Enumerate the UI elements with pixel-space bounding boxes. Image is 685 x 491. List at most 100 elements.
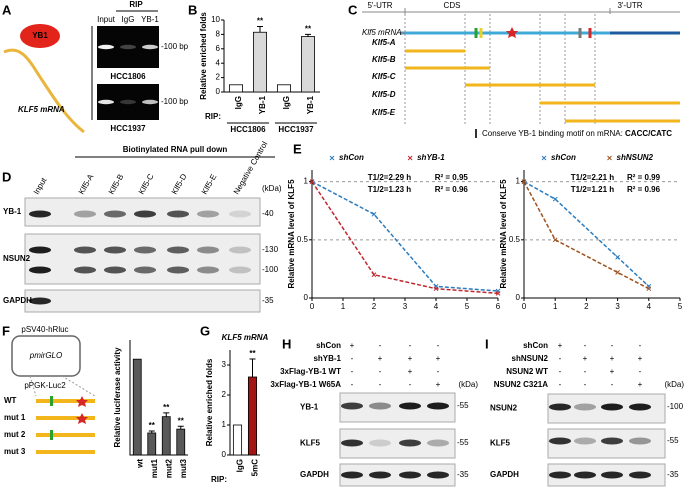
construct-label: WT [4,396,17,405]
condition-sign: + [610,354,615,363]
blot [24,289,261,313]
x-tick-label: 2 [584,302,589,311]
blot-band [167,266,189,274]
x-prefix: RIP: [211,475,227,484]
condition-label: shCon [523,341,548,350]
fit-line [311,180,499,292]
blot-band [369,471,391,479]
y-tick-label: 1 [304,177,309,186]
condition-sign: - [559,354,562,363]
fragment-label: Klf5-A [372,38,396,47]
header: RIP [129,0,143,9]
blot-band [29,210,51,218]
blot [24,233,261,285]
blot-band [629,471,651,479]
x-tick-label: 0 [522,302,527,311]
y-tick-label: 6 [216,44,221,53]
x-tick-label: 0 [310,302,315,311]
y-axis-label: Relative enriched folds [199,12,208,100]
condition-label: 3xFlag-YB-1 WT [280,367,341,376]
bar [276,84,291,93]
y-tick-label: 0 [216,87,221,96]
condition-sign: - [584,380,587,389]
condition-sign: + [378,354,383,363]
x-tick-label: mut3 [179,458,188,478]
x-tick-label: 3 [615,302,620,311]
blot-label: YB-1 [3,207,22,216]
blot-band [574,471,596,479]
blot-band [197,246,219,254]
error-bar [148,430,155,433]
header: Biotinylated RNA pull down [123,145,228,154]
condition-sign: - [584,367,587,376]
y-tick-label: 0 [222,450,227,459]
x-tick-label: YB-1 [258,95,267,114]
condition-sign: - [584,341,587,350]
blot-label: YB-1 [300,403,319,412]
x-tick-label: 5 [465,302,470,311]
x-tick-label: 5mC [251,459,260,477]
gel-band [142,99,158,105]
vector: pmirGLO [29,351,62,360]
lane-label: Input [97,15,116,24]
x-tick-label: wt [135,459,144,469]
lane-label: YB-1 [141,15,159,24]
x-tick-label: 6 [496,302,501,311]
protein-label: YB1 [32,31,48,40]
motif-star [506,27,518,38]
bar [247,376,258,456]
region-label: CDS [444,1,461,10]
size-marker: -40 [262,209,274,218]
blot-band [341,439,363,447]
y-tick-label: 2 [216,73,221,82]
blot-band [341,402,363,410]
annotation: R² = 0.96 [435,185,469,194]
condition-sign: + [408,354,413,363]
error-bar [249,358,256,377]
y-tick-label: 0.5 [297,235,309,244]
motif [588,28,592,38]
motif-star [76,396,88,407]
condition-sign: + [436,380,441,389]
error-bar [177,425,184,430]
bar [132,358,142,456]
legend-label: shCon [551,153,576,162]
gel-band [120,44,136,50]
condition-sign: - [437,367,440,376]
blot-band [29,297,51,305]
motif [479,28,483,38]
blot-label: GAPDH [300,470,329,479]
legend-label: shNSUN2 [617,153,654,162]
rna-label: KLF5 mRNA [18,105,65,114]
blot-band [399,439,421,447]
lane-label: Input [32,175,49,196]
significance: ** [249,349,256,358]
blot-band [629,437,651,445]
condition-sign: + [638,380,643,389]
condition-sign: + [436,354,441,363]
y-tick-label: 1 [516,177,521,186]
y-tick-label: 4 [216,58,221,67]
blot [339,463,456,487]
legend-icon [475,129,477,138]
condition-sign: - [559,380,562,389]
motif [474,28,478,38]
size-marker: -55 [457,438,469,447]
condition-label: NSUN2 WT [506,367,548,376]
y-tick-label: 8 [216,30,221,39]
condition-sign: - [559,367,562,376]
construct-label: mut 2 [4,430,26,439]
x-tick-label: IgG [236,459,245,472]
x-tick-label: 2 [372,302,377,311]
x-tick-label: 4 [434,302,439,311]
size-marker: -35 [262,296,274,305]
size-marker: -100 bp [161,97,189,106]
motif-star [76,413,88,424]
blot-band [229,266,251,274]
gel-band [142,44,158,50]
size-marker: -100 [262,265,279,274]
y-tick-label: 3 [222,360,227,369]
size-marker: -35 [457,470,469,479]
significance: ** [257,17,264,26]
blot-label: NSUN2 [490,404,518,413]
